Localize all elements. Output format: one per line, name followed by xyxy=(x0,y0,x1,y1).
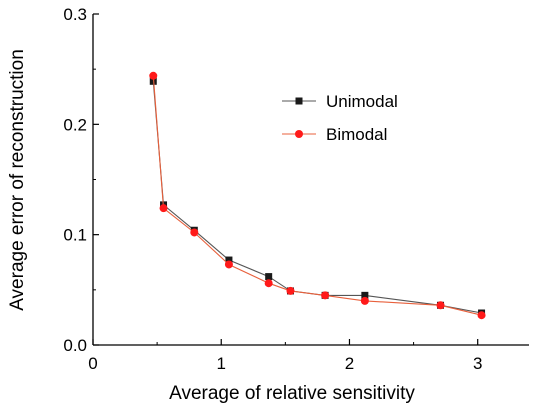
y-tick-label: 0.3 xyxy=(63,5,87,24)
y-axis-label: Average error of reconstruction xyxy=(7,49,28,311)
y-tick-label: 0.0 xyxy=(63,336,87,355)
x-axis-label: Average of relative sensitivity xyxy=(169,383,415,404)
unimodal-legend-marker xyxy=(295,97,303,105)
bimodal-point xyxy=(224,260,233,269)
unimodal-point xyxy=(361,291,369,299)
series-layer xyxy=(149,71,486,320)
unimodal-point xyxy=(265,273,273,281)
bimodal-point xyxy=(436,301,445,310)
bimodal-point xyxy=(286,286,295,295)
legend: Unimodal Bimodal xyxy=(282,92,398,144)
y-tick-label: 0.1 xyxy=(63,226,87,245)
bimodal-series-line xyxy=(152,75,482,316)
x-tick-label: 0 xyxy=(88,354,97,373)
bimodal-legend-marker xyxy=(295,130,303,138)
y-tick-label: 0.2 xyxy=(63,115,87,134)
unimodal-series-line xyxy=(152,81,482,314)
bimodal-point xyxy=(264,279,273,288)
bimodal-point xyxy=(149,71,158,80)
bimodal-point xyxy=(360,296,369,305)
axes: 0.0 0.1 0.2 0.3 0 1 2 3 xyxy=(63,5,529,373)
bimodal-point xyxy=(190,228,199,237)
bimodal-point xyxy=(159,204,168,213)
unimodal-point xyxy=(225,256,233,264)
unimodal-legend-label: Unimodal xyxy=(326,92,398,111)
x-tick-label: 1 xyxy=(217,354,226,373)
x-tick-label: 3 xyxy=(473,354,482,373)
x-tick-label: 2 xyxy=(345,354,354,373)
bimodal-point xyxy=(477,311,486,320)
bimodal-point xyxy=(321,291,330,300)
bimodal-legend-label: Bimodal xyxy=(326,125,387,144)
